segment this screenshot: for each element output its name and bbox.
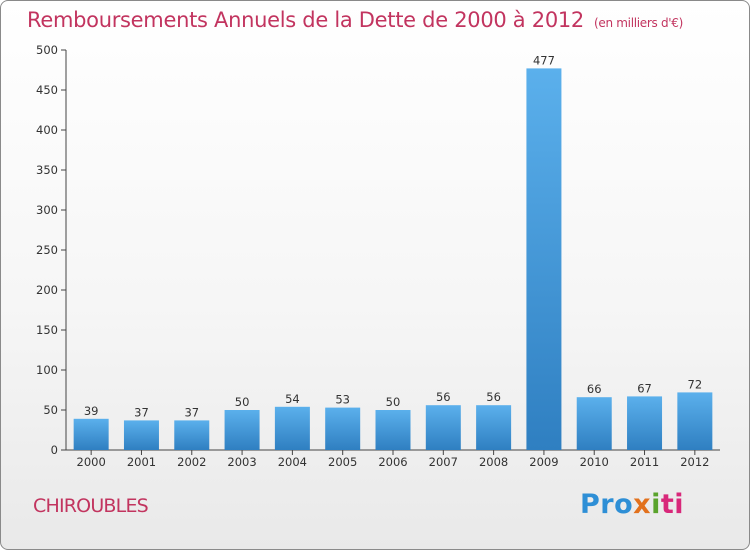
y-tick-label: 250 [36,243,58,257]
bars [73,68,713,451]
y-tick-label: 300 [36,203,58,217]
value-label-2012: 72 [688,377,703,391]
proxiti-logo: Proxiti [580,489,684,520]
x-tick-label: 2002 [177,455,206,469]
value-label-2008: 56 [486,390,501,404]
bar-2012 [677,392,713,450]
x-tick-label: 2000 [77,455,106,469]
value-label-2011: 67 [637,381,652,395]
bar-2008 [476,405,512,450]
x-tick-label: 2003 [227,455,256,469]
bar-2010 [576,397,612,450]
commune-name: CHIROUBLES [33,495,149,517]
bar-2007 [425,405,461,450]
logo-part-1: Pro [580,489,634,520]
y-tick-label: 200 [36,283,58,297]
value-label-2004: 54 [285,392,300,406]
y-tick-label: 450 [36,83,58,97]
value-label-2009: 477 [533,53,555,67]
value-label-2002: 37 [184,405,199,419]
x-tick-label: 2006 [378,455,407,469]
bar-2009 [526,68,562,451]
x-tick-label: 2005 [328,455,357,469]
x-tick-label: 2011 [630,455,659,469]
bar-2003 [224,410,260,450]
x-tick-label: 2004 [278,455,307,469]
chart-title: Remboursements Annuels de la Dette de 20… [27,8,683,32]
value-label-2000: 39 [84,404,99,418]
value-label-2006: 50 [386,395,401,409]
x-tick-label: 2012 [680,455,709,469]
unit-label: (en milliers d'€) [594,16,684,30]
value-label-2007: 56 [436,390,451,404]
bar-2002 [174,420,210,450]
bar-2006 [375,410,411,450]
y-tick-label: 50 [43,403,58,417]
y-tick-label: 350 [36,163,58,177]
y-tick-label: 400 [36,123,58,137]
title-text: Remboursements Annuels de la Dette de 20… [27,8,584,32]
x-tick-label: 2010 [580,455,609,469]
logo-part-2: x [633,489,652,520]
value-label-2003: 50 [235,395,250,409]
x-tick-label: 2009 [529,455,558,469]
x-tick-label: 2007 [429,455,458,469]
value-label-2010: 66 [587,382,602,396]
value-label-2001: 37 [134,405,149,419]
bar-2004 [274,406,310,450]
bar-2001 [123,420,159,450]
x-tick-label: 2001 [127,455,156,469]
y-tick-label: 150 [36,323,58,337]
y-tick-label: 100 [36,363,58,377]
logo-part-3: i [651,489,661,520]
x-tick-label: 2008 [479,455,508,469]
y-tick-label: 500 [36,43,58,57]
logo-part-4: ti [660,489,685,520]
bar-2000 [73,418,109,450]
y-tick-label: 0 [51,443,58,457]
value-labels: 39 37 37 50 54 53 50 56 56 477 66 67 72 [84,53,702,419]
bar-2005 [325,407,361,450]
bar-2011 [627,396,663,450]
value-label-2005: 53 [335,393,350,407]
